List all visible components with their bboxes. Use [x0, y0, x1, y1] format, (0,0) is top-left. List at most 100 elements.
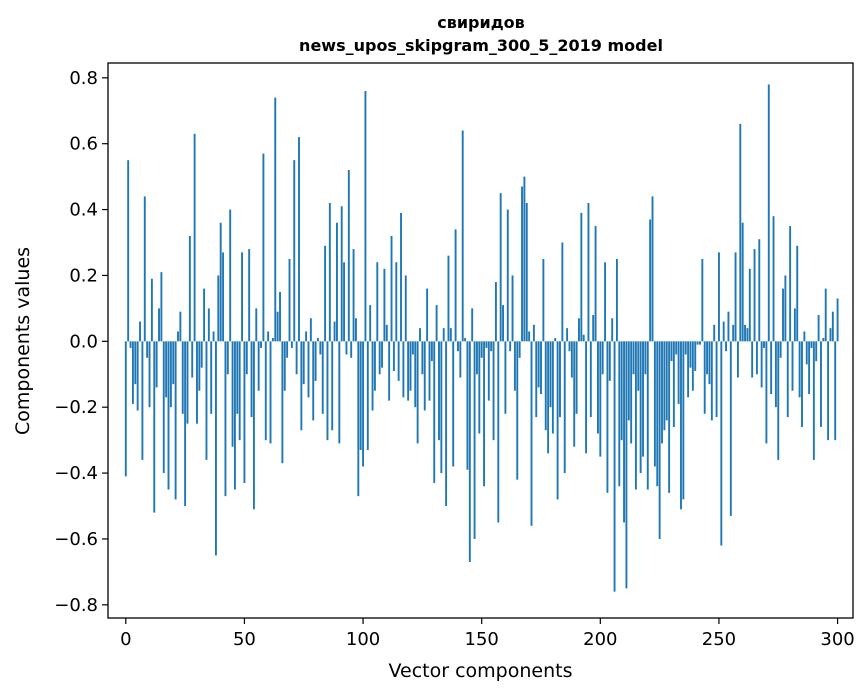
- bar: [668, 341, 671, 493]
- bar: [796, 245, 799, 342]
- bar: [196, 341, 198, 424]
- bar: [442, 328, 445, 342]
- bar: [732, 324, 735, 342]
- bar: [537, 341, 540, 388]
- bar: [549, 341, 552, 408]
- bar: [267, 331, 270, 342]
- bar: [744, 324, 746, 342]
- bar: [592, 314, 595, 342]
- bar: [276, 311, 279, 342]
- bar: [229, 209, 232, 342]
- bar: [532, 324, 535, 342]
- bar: [371, 341, 374, 411]
- bar: [283, 341, 286, 391]
- bar: [554, 338, 557, 342]
- bar: [300, 341, 303, 431]
- bar: [611, 318, 614, 342]
- bar: [281, 341, 284, 464]
- y-tick-label: −0.8: [54, 595, 98, 616]
- bar: [127, 160, 130, 342]
- bar: [573, 341, 576, 447]
- y-tick-label: −0.6: [54, 529, 98, 550]
- bar: [763, 341, 765, 348]
- bar: [338, 341, 341, 444]
- bar: [608, 341, 611, 381]
- bar: [808, 341, 811, 395]
- bar: [575, 341, 578, 414]
- bar: [530, 341, 533, 526]
- x-tick-label: 50: [233, 629, 256, 650]
- bar: [428, 341, 431, 401]
- bar: [184, 341, 187, 507]
- bar: [390, 235, 393, 342]
- bar: [143, 196, 146, 342]
- bar: [473, 341, 476, 539]
- chart-title-line-2: news_upos_skipgram_300_5_2019 model: [299, 36, 663, 55]
- x-tick-label: 150: [465, 629, 499, 650]
- bar: [656, 341, 659, 487]
- bar: [765, 341, 768, 444]
- bar: [366, 341, 369, 451]
- y-tick-label: 0.6: [69, 134, 98, 155]
- bar: [191, 341, 194, 378]
- bar: [343, 262, 346, 342]
- bar: [198, 341, 201, 391]
- bar: [411, 341, 414, 355]
- bar: [376, 262, 379, 342]
- bar: [269, 341, 272, 444]
- bar: [831, 311, 834, 342]
- bar: [331, 341, 334, 431]
- bar: [354, 318, 357, 342]
- bar: [513, 341, 516, 391]
- bar: [397, 341, 400, 381]
- bar: [210, 341, 213, 414]
- bar: [231, 341, 234, 447]
- bar: [625, 341, 628, 589]
- bar: [544, 341, 547, 431]
- bar: [727, 311, 730, 342]
- bar: [741, 222, 744, 342]
- bar: [834, 341, 837, 441]
- bar: [736, 341, 739, 378]
- bar: [179, 311, 182, 342]
- bar: [478, 341, 481, 434]
- bar: [423, 341, 426, 411]
- bar: [829, 328, 832, 342]
- bar: [751, 341, 754, 378]
- bar: [753, 249, 756, 342]
- bar: [772, 216, 775, 342]
- bar: [395, 262, 398, 342]
- bar: [236, 341, 239, 414]
- bar: [373, 341, 376, 391]
- bar: [547, 341, 550, 454]
- bar: [824, 288, 827, 342]
- bar: [677, 341, 680, 404]
- bar: [288, 258, 291, 342]
- bar: [226, 341, 229, 375]
- bar: [388, 341, 391, 401]
- chart-title-line-1: свиридов: [437, 13, 525, 32]
- bar: [836, 298, 839, 342]
- bars-group: [124, 84, 839, 592]
- bar: [767, 84, 770, 342]
- bar: [715, 341, 718, 418]
- bar: [383, 268, 386, 342]
- bar: [449, 328, 452, 342]
- bar: [815, 341, 818, 362]
- bar: [729, 341, 732, 516]
- bar: [637, 341, 640, 391]
- bar: [717, 252, 720, 342]
- bar: [357, 341, 360, 497]
- bar: [392, 341, 395, 371]
- bar: [606, 341, 609, 493]
- bar: [511, 275, 514, 342]
- bar: [535, 341, 538, 418]
- bar: [165, 341, 168, 398]
- bar: [402, 341, 405, 398]
- bar: [485, 341, 488, 348]
- bar: [433, 341, 436, 483]
- y-axis-ticks: −0.8 −0.6 −0.4 −0.2 0.0 0.2 0.4 0.6 0.8: [54, 68, 108, 616]
- bar: [713, 324, 716, 342]
- bar: [139, 321, 141, 342]
- bar: [613, 341, 616, 592]
